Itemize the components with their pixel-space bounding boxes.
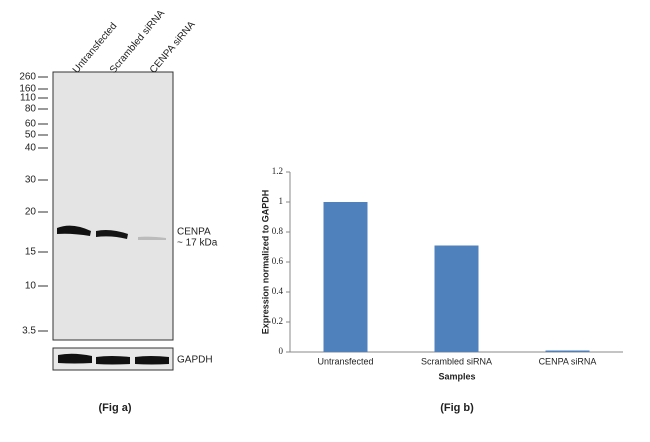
marker-label: 260 bbox=[19, 72, 36, 83]
bar bbox=[545, 350, 590, 352]
x-tick-label: Scrambled siRNA bbox=[421, 356, 492, 366]
marker-label: 60 bbox=[25, 119, 37, 130]
marker-label: 20 bbox=[25, 207, 37, 218]
band bbox=[135, 356, 169, 365]
band bbox=[96, 230, 128, 239]
loading-control: GAPDH bbox=[177, 355, 213, 366]
y-tick-label: 0.6 bbox=[272, 256, 284, 266]
band bbox=[58, 353, 92, 364]
x-tick-label: CENPA siRNA bbox=[539, 356, 597, 366]
marker-label: 110 bbox=[20, 93, 36, 104]
band bbox=[96, 356, 130, 365]
band bbox=[57, 225, 91, 236]
x-axis-label: Samples bbox=[438, 371, 475, 381]
marker-label: 3.5 bbox=[22, 326, 36, 337]
blot-panel bbox=[52, 71, 174, 341]
marker-label: 80 bbox=[25, 104, 37, 115]
bar bbox=[434, 245, 479, 352]
band-size: ~ 17 kDa bbox=[177, 238, 218, 249]
y-tick-label: 0.2 bbox=[272, 316, 283, 326]
marker-label: 40 bbox=[25, 143, 37, 154]
marker-label: 30 bbox=[25, 175, 37, 186]
bar bbox=[323, 202, 368, 352]
y-tick-label: 0 bbox=[279, 346, 284, 356]
x-tick-label: Untransfected bbox=[317, 356, 373, 366]
band bbox=[138, 236, 166, 240]
marker-label: 15 bbox=[25, 247, 37, 258]
y-tick-label: 1 bbox=[279, 196, 284, 206]
band-label: CENPA bbox=[177, 227, 211, 238]
marker-label: 50 bbox=[25, 130, 37, 141]
marker-label: 160 bbox=[19, 84, 36, 95]
y-tick-label: 0.4 bbox=[272, 286, 284, 296]
y-tick-label: 0.8 bbox=[272, 226, 284, 236]
y-tick-label: 1.2 bbox=[272, 166, 283, 176]
caption: (Fig a) bbox=[99, 402, 132, 414]
marker-label: 10 bbox=[25, 281, 37, 292]
caption: (Fig b) bbox=[440, 402, 474, 414]
y-axis-label: Expression normalized to GAPDH bbox=[260, 190, 270, 335]
